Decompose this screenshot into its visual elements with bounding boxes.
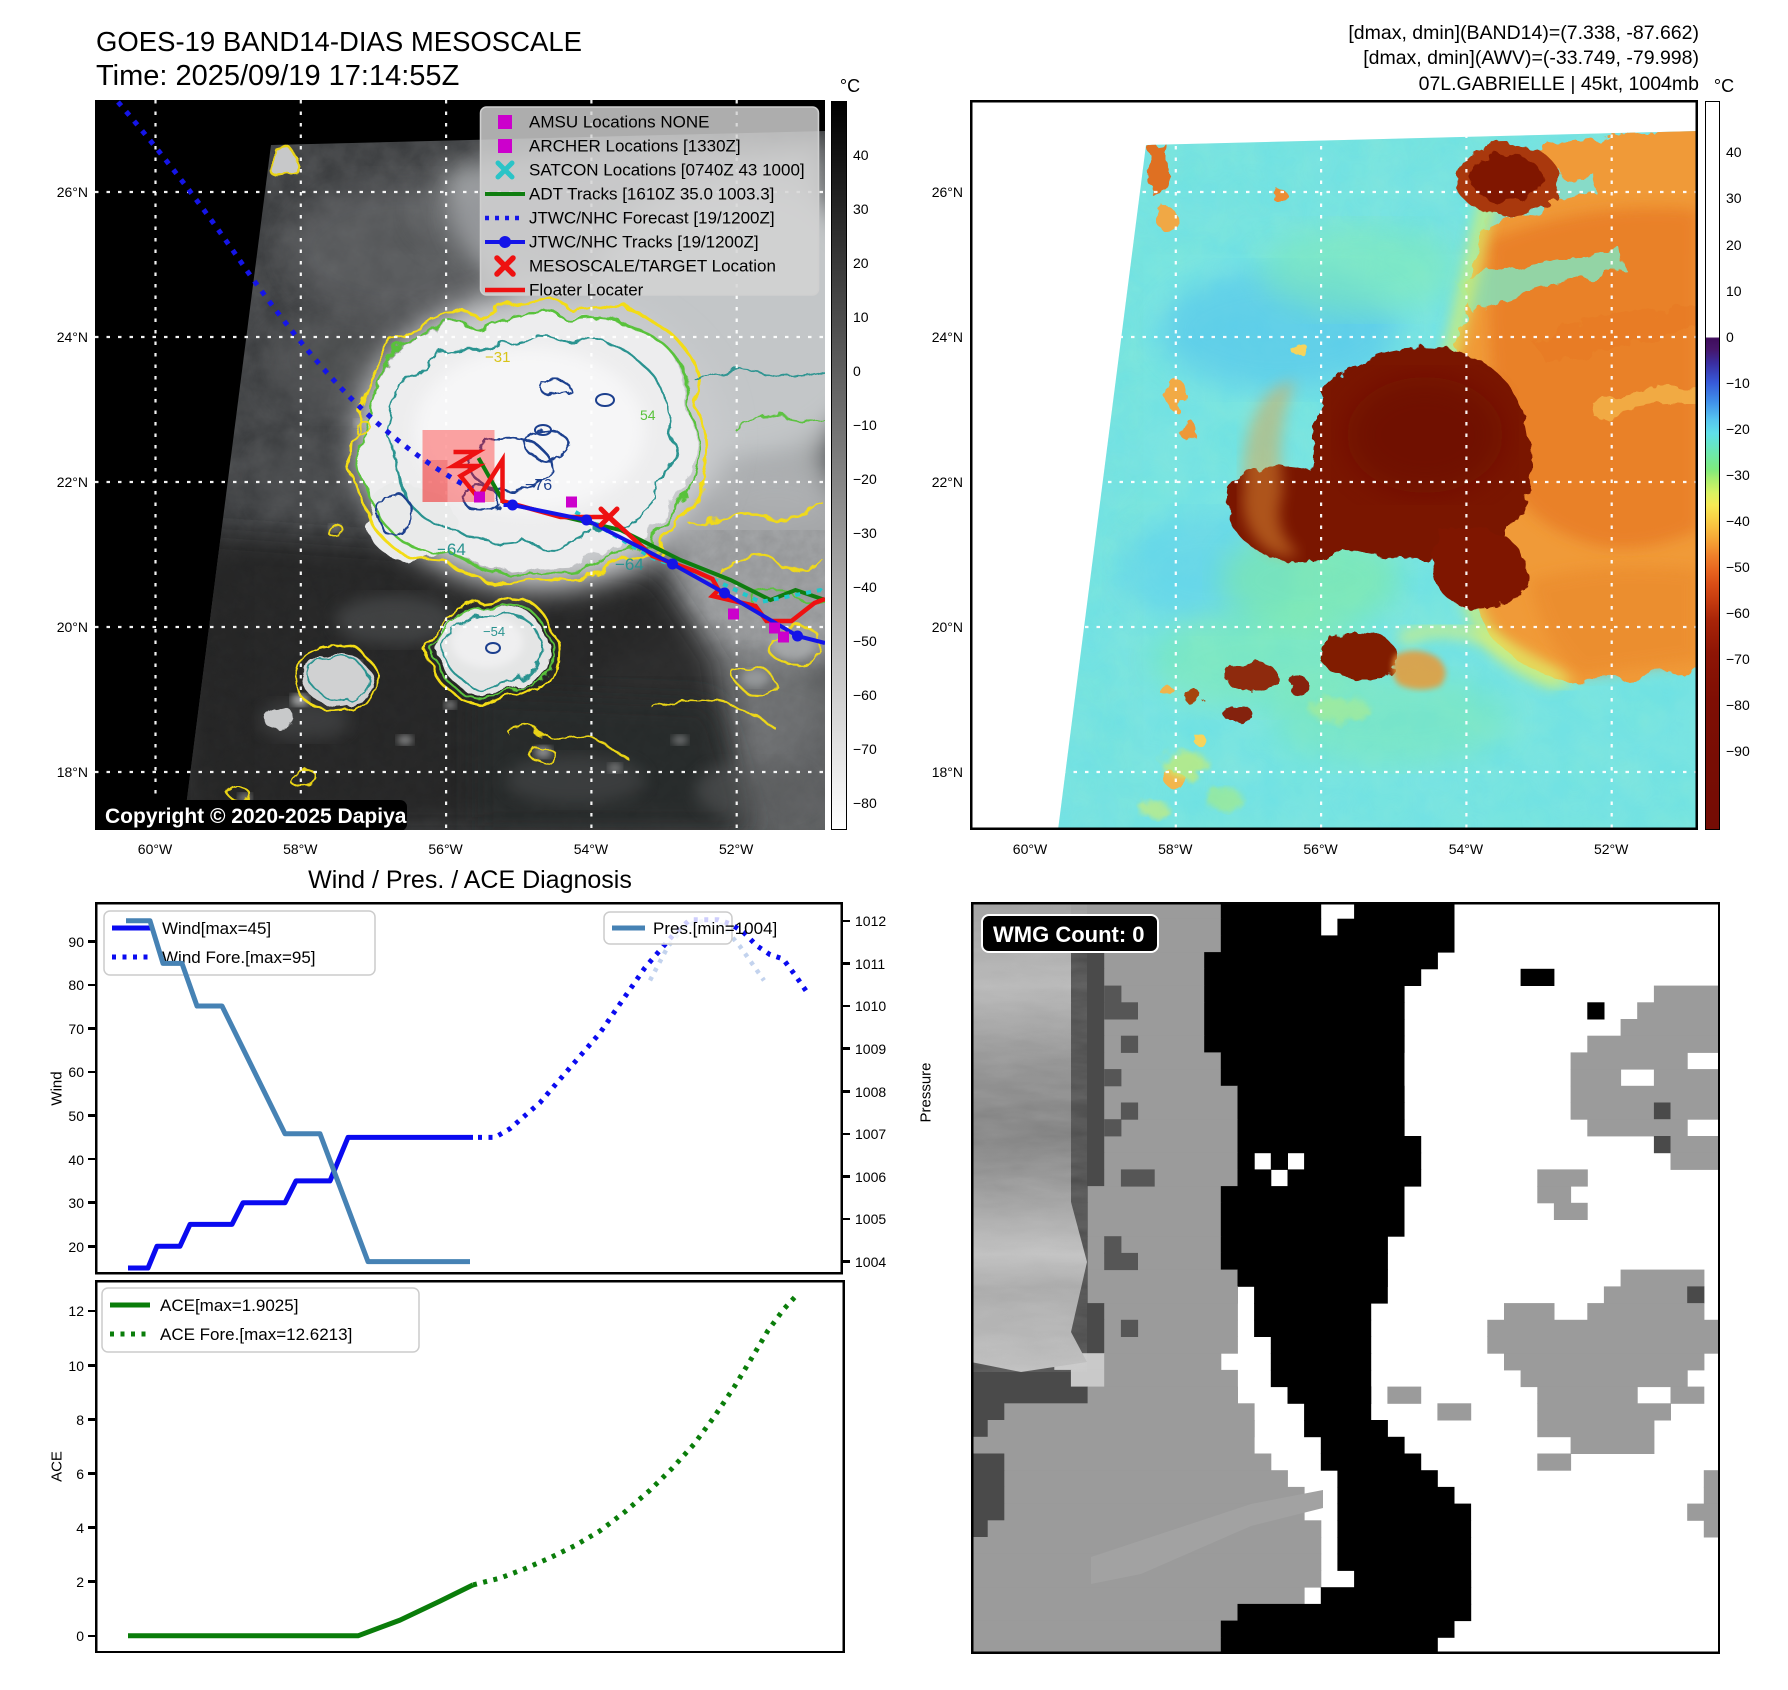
svg-text:ARCHER Locations [1330Z]: ARCHER Locations [1330Z]: [529, 137, 741, 156]
svg-text:ACE[max=1.9025]: ACE[max=1.9025]: [160, 1296, 298, 1315]
svg-text:JTWC/NHC Tracks [19/1200Z]: JTWC/NHC Tracks [19/1200Z]: [529, 233, 759, 252]
svg-text:JTWC/NHC Forecast [19/1200Z]: JTWC/NHC Forecast [19/1200Z]: [529, 209, 775, 228]
svg-text:SATCON Locations [0740Z 43 100: SATCON Locations [0740Z 43 1000]: [529, 161, 805, 180]
svg-text:54: 54: [640, 407, 656, 423]
svg-text:Copyright © 2020-2025 Dapiya: Copyright © 2020-2025 Dapiya: [105, 805, 407, 828]
svg-text:Wind[max=45]: Wind[max=45]: [162, 919, 271, 938]
svg-text:AMSU Locations NONE: AMSU Locations NONE: [529, 113, 709, 132]
svg-text:Floater Locater: Floater Locater: [529, 281, 644, 300]
svg-text:−64: −64: [437, 540, 466, 559]
svg-text:−31: −31: [485, 349, 510, 366]
svg-text:ACE Fore.[max=12.6213]: ACE Fore.[max=12.6213]: [160, 1325, 352, 1344]
svg-text:−64: −64: [615, 555, 644, 574]
svg-text:Pres.[min=1004]: Pres.[min=1004]: [653, 919, 777, 938]
svg-text:Wind Fore.[max=95]: Wind Fore.[max=95]: [162, 948, 316, 967]
svg-text:ADT Tracks [1610Z 35.0 1003.3]: ADT Tracks [1610Z 35.0 1003.3]: [529, 185, 774, 204]
svg-text:−76: −76: [525, 477, 552, 494]
svg-text:MESOSCALE/TARGET Location: MESOSCALE/TARGET Location: [529, 257, 776, 276]
svg-text:WMG Count: 0: WMG Count: 0: [993, 922, 1145, 947]
